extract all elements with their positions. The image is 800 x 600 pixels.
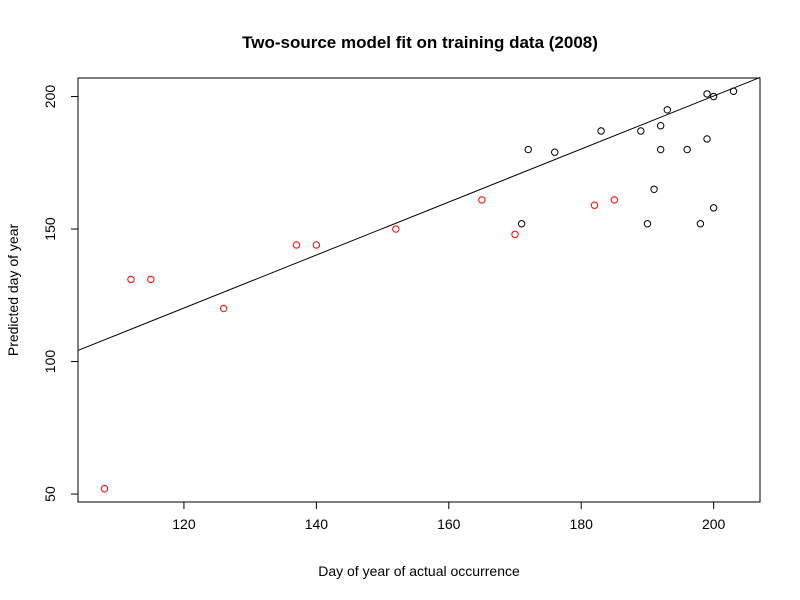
data-point-series-2 — [703, 90, 711, 98]
y-axis-label: Predicted day of year — [5, 224, 21, 357]
x-tick-label: 200 — [702, 516, 726, 532]
data-point-series-2 — [597, 127, 605, 135]
plot-frame — [77, 77, 761, 503]
data-point-series-1 — [147, 275, 155, 284]
data-point-series-2 — [729, 87, 738, 95]
chart-title: Two-source model fit on training data (2… — [242, 33, 598, 52]
data-point-series-2 — [524, 145, 532, 154]
x-tick-label: 140 — [305, 516, 329, 532]
x-tick-label: 180 — [570, 516, 594, 532]
data-point-series-2 — [709, 204, 718, 212]
data-point-series-1 — [511, 230, 519, 239]
data-point-series-1 — [312, 241, 321, 249]
x-tick-label: 120 — [172, 516, 196, 532]
data-point-series-2 — [650, 185, 658, 194]
data-point-series-1 — [392, 225, 400, 233]
data-point-series-2 — [637, 127, 645, 135]
data-point-series-2 — [656, 145, 665, 154]
y-tick-label: 200 — [42, 85, 58, 109]
data-point-series-2 — [551, 148, 559, 156]
data-point-series-1 — [292, 241, 301, 249]
fit-line-group — [77, 77, 761, 351]
x-axis-label: Day of year of actual occurrence — [318, 563, 520, 579]
data-point-series-1 — [478, 196, 486, 204]
data-point-series-1 — [590, 201, 599, 209]
y-tick-label: 50 — [42, 486, 58, 502]
data-point-series-1 — [610, 196, 619, 204]
data-point-series-1 — [100, 485, 109, 493]
data-point-series-2 — [709, 92, 718, 101]
y-tick-label: 150 — [42, 217, 58, 241]
data-point-series-1 — [219, 304, 228, 313]
data-point-series-2 — [643, 220, 652, 228]
data-point-series-2 — [683, 145, 691, 154]
data-point-series-2 — [703, 135, 711, 143]
y-axis: 50 100 150 200 — [42, 85, 78, 502]
x-axis: 120 140 160 180 200 — [172, 502, 726, 532]
data-point-series-2 — [517, 220, 526, 228]
data-point-series-2 — [663, 106, 672, 114]
data-point-series-2 — [696, 220, 705, 228]
points-group — [100, 87, 738, 493]
x-tick-label: 160 — [437, 516, 461, 532]
y-tick-label: 100 — [42, 350, 58, 374]
data-point-series-2 — [656, 122, 665, 130]
data-point-series-1 — [127, 275, 135, 284]
fit-line — [77, 77, 761, 351]
